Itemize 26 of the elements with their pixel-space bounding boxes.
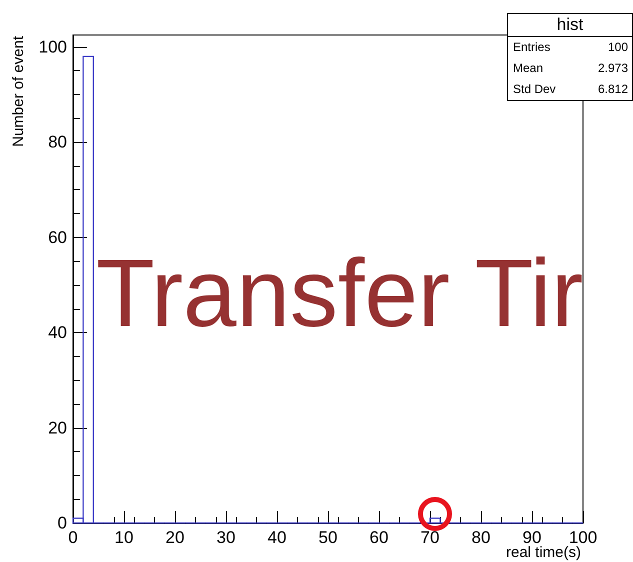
- chart-title: hist: [508, 14, 632, 37]
- annotation: Entries: [513, 40, 550, 54]
- x-tick-label: 30: [216, 528, 236, 547]
- x-tick-label: 20: [166, 528, 184, 547]
- x-tick-label: 70: [420, 528, 440, 547]
- annotation: Transfer Tir: [96, 240, 584, 347]
- x-tick-label: 100: [568, 528, 598, 547]
- text: 2.973: [598, 61, 628, 75]
- text: 6.812: [598, 82, 628, 96]
- x-axis-title: real time(s): [506, 544, 581, 561]
- y-tick-label: 20: [48, 418, 67, 438]
- x-tick-label: 90: [522, 528, 542, 547]
- x-tick-label: 10: [114, 528, 134, 547]
- x-tick-label: 80: [472, 528, 490, 547]
- y-tick-label: 60: [48, 228, 67, 247]
- y-tick-label: 40: [48, 323, 67, 342]
- annotation: Std Dev: [513, 82, 556, 96]
- y-tick-label: 0: [58, 514, 67, 532]
- x-tick-label: 40: [268, 528, 286, 547]
- x-tick-label: 60: [370, 528, 388, 547]
- y-tick-label: 100: [38, 37, 67, 56]
- text: 100: [608, 40, 628, 54]
- y-axis-title: Number of event: [10, 36, 27, 147]
- x-tick-label: 50: [318, 528, 338, 547]
- y-tick-label: 80: [48, 132, 67, 152]
- annotation: Mean: [513, 61, 544, 75]
